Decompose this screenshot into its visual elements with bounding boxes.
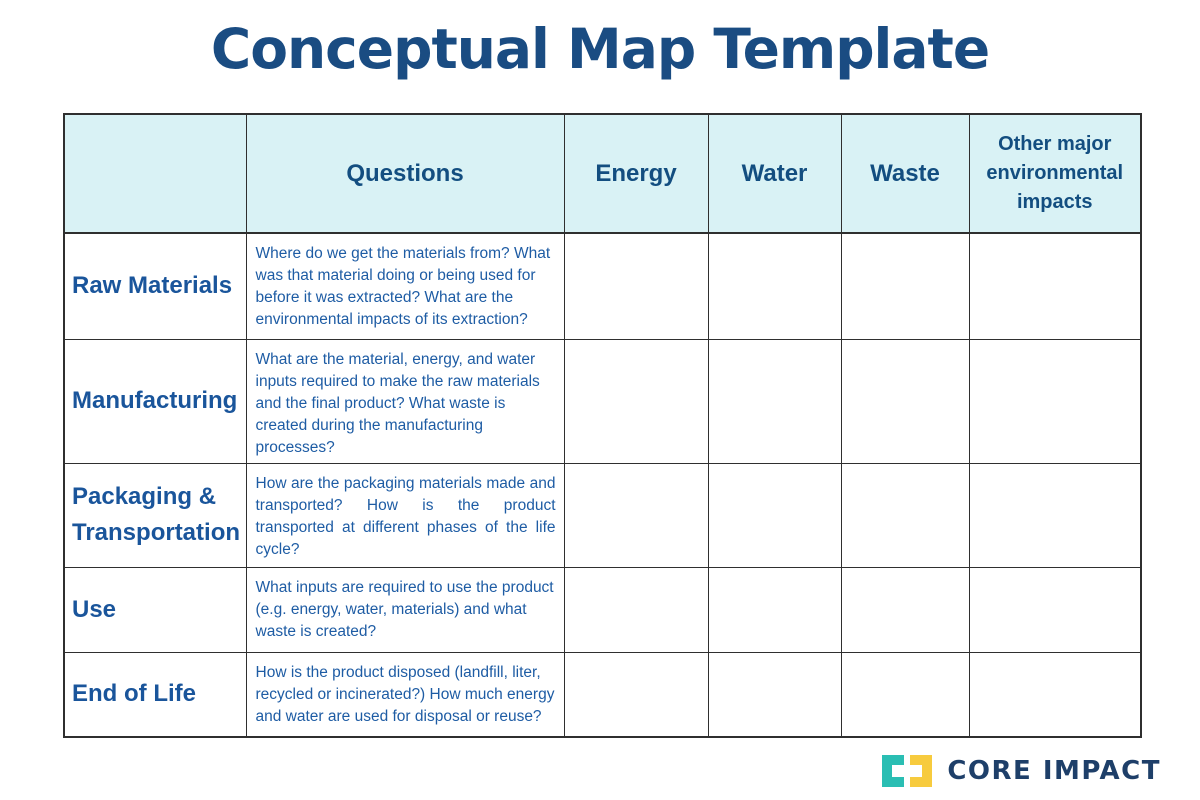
water-cell bbox=[707, 232, 842, 340]
logo: CORE IMPACT bbox=[882, 755, 1161, 787]
other-impacts-cell bbox=[968, 232, 1142, 340]
table-row-end-of-life: End of Life How is the product disposed … bbox=[63, 651, 1142, 738]
header-other-impacts: Other major environmental impacts bbox=[968, 113, 1142, 234]
question-cell: What are the material, energy, and water… bbox=[245, 338, 565, 464]
row-label: Packaging & Transportation bbox=[63, 462, 247, 568]
energy-cell bbox=[563, 566, 709, 653]
question-cell: What inputs are required to use the prod… bbox=[245, 566, 565, 653]
logo-text: CORE IMPACT bbox=[947, 756, 1161, 786]
row-label: Raw Materials bbox=[63, 232, 247, 340]
water-cell bbox=[707, 462, 842, 568]
header-row: Questions Energy Water Waste Other major… bbox=[63, 113, 1142, 234]
row-label: Manufacturing bbox=[63, 338, 247, 464]
question-cell: How are the packaging materials made and… bbox=[245, 462, 565, 568]
energy-cell bbox=[563, 338, 709, 464]
waste-cell bbox=[840, 651, 970, 738]
waste-cell bbox=[840, 462, 970, 568]
energy-cell bbox=[563, 232, 709, 340]
water-cell bbox=[707, 566, 842, 653]
water-cell bbox=[707, 338, 842, 464]
energy-cell bbox=[563, 651, 709, 738]
table-row-raw-materials: Raw Materials Where do we get the materi… bbox=[63, 232, 1142, 340]
waste-cell bbox=[840, 232, 970, 340]
conceptual-map-table: Questions Energy Water Waste Other major… bbox=[63, 113, 1142, 738]
energy-cell bbox=[563, 462, 709, 568]
other-impacts-cell bbox=[968, 566, 1142, 653]
table-body: Raw Materials Where do we get the materi… bbox=[63, 232, 1142, 738]
row-label: End of Life bbox=[63, 651, 247, 738]
table-header: Questions Energy Water Waste Other major… bbox=[63, 113, 1142, 234]
table-row-use: Use What inputs are required to use the … bbox=[63, 566, 1142, 653]
other-impacts-cell bbox=[968, 651, 1142, 738]
water-cell bbox=[707, 651, 842, 738]
header-questions: Questions bbox=[245, 113, 565, 234]
question-cell: Where do we get the materials from? What… bbox=[245, 232, 565, 340]
waste-cell bbox=[840, 566, 970, 653]
waste-cell bbox=[840, 338, 970, 464]
header-waste: Waste bbox=[840, 113, 970, 234]
question-cell: How is the product disposed (landfill, l… bbox=[245, 651, 565, 738]
other-impacts-cell bbox=[968, 462, 1142, 568]
header-blank-cell bbox=[63, 113, 247, 234]
other-impacts-cell bbox=[968, 338, 1142, 464]
table-row-manufacturing: Manufacturing What are the material, ene… bbox=[63, 338, 1142, 464]
header-energy: Energy bbox=[563, 113, 709, 234]
row-label: Use bbox=[63, 566, 247, 653]
core-impact-brackets-icon bbox=[882, 755, 933, 787]
table-row-packaging-transportation: Packaging & Transportation How are the p… bbox=[63, 462, 1142, 568]
header-water: Water bbox=[707, 113, 842, 234]
page-title: Conceptual Map Template bbox=[210, 17, 990, 81]
